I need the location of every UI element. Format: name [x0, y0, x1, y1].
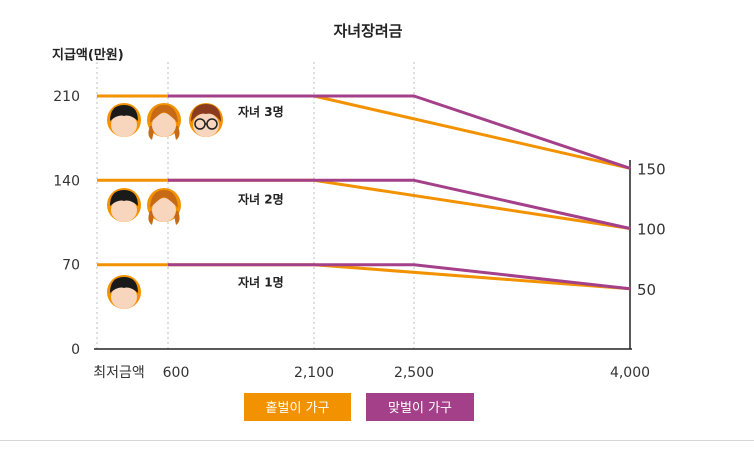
boy-icon: [107, 188, 141, 222]
legend-swatch: [366, 393, 474, 421]
series-lines: [97, 94, 631, 291]
y-tick-label: 210: [53, 89, 80, 105]
group-label: 자녀 2명: [238, 191, 284, 206]
dual-income-line: [168, 94, 631, 170]
x-tick-label: 4,000: [610, 365, 650, 381]
dual-income-line: [168, 178, 631, 230]
x-tick-label: 최저금액: [93, 365, 145, 381]
boy-icon: [107, 103, 141, 137]
x-tick-label: 2,500: [394, 365, 434, 381]
boy-icon: [107, 275, 141, 309]
girl-icon: [147, 103, 181, 140]
legend-label: 맞벌이 가구: [388, 401, 452, 416]
children-icons: [107, 103, 223, 309]
right-tick-label: 150: [637, 160, 666, 178]
y-tick-label: 70: [62, 258, 80, 274]
girl-icon: [147, 188, 181, 225]
y-tick-label: 0: [71, 342, 80, 358]
legend-item-single: 홑벌이 가구: [244, 393, 351, 421]
single-income-line: [97, 263, 631, 291]
legend: 홑벌이 가구 맞벌이 가구: [244, 393, 474, 421]
right-tick-label: 50: [637, 281, 656, 299]
y-axis-label: 지급액(만원): [52, 47, 124, 63]
legend-item-dual: 맞벌이 가구: [366, 393, 474, 421]
chart-title: 자녀장려금: [333, 22, 402, 40]
bottom-divider: [0, 440, 754, 441]
x-tick-label: 600: [163, 365, 190, 381]
right-tick-label: 100: [637, 221, 666, 239]
y-tick-label: 140: [53, 173, 80, 189]
legend-label: 홑벌이 가구: [266, 401, 330, 416]
axes: [94, 160, 632, 350]
group-label: 자녀 3명: [238, 104, 284, 119]
group-label: 자녀 1명: [238, 275, 284, 290]
legend-swatch: [244, 393, 351, 421]
x-tick-label: 2,100: [294, 365, 334, 381]
glasses-kid-icon: [189, 103, 223, 137]
tick-labels: 최저금액 600 2,100 2,500 4,000 0 70 140 210 150 100 50: [53, 89, 665, 381]
dual-income-line: [168, 263, 631, 291]
